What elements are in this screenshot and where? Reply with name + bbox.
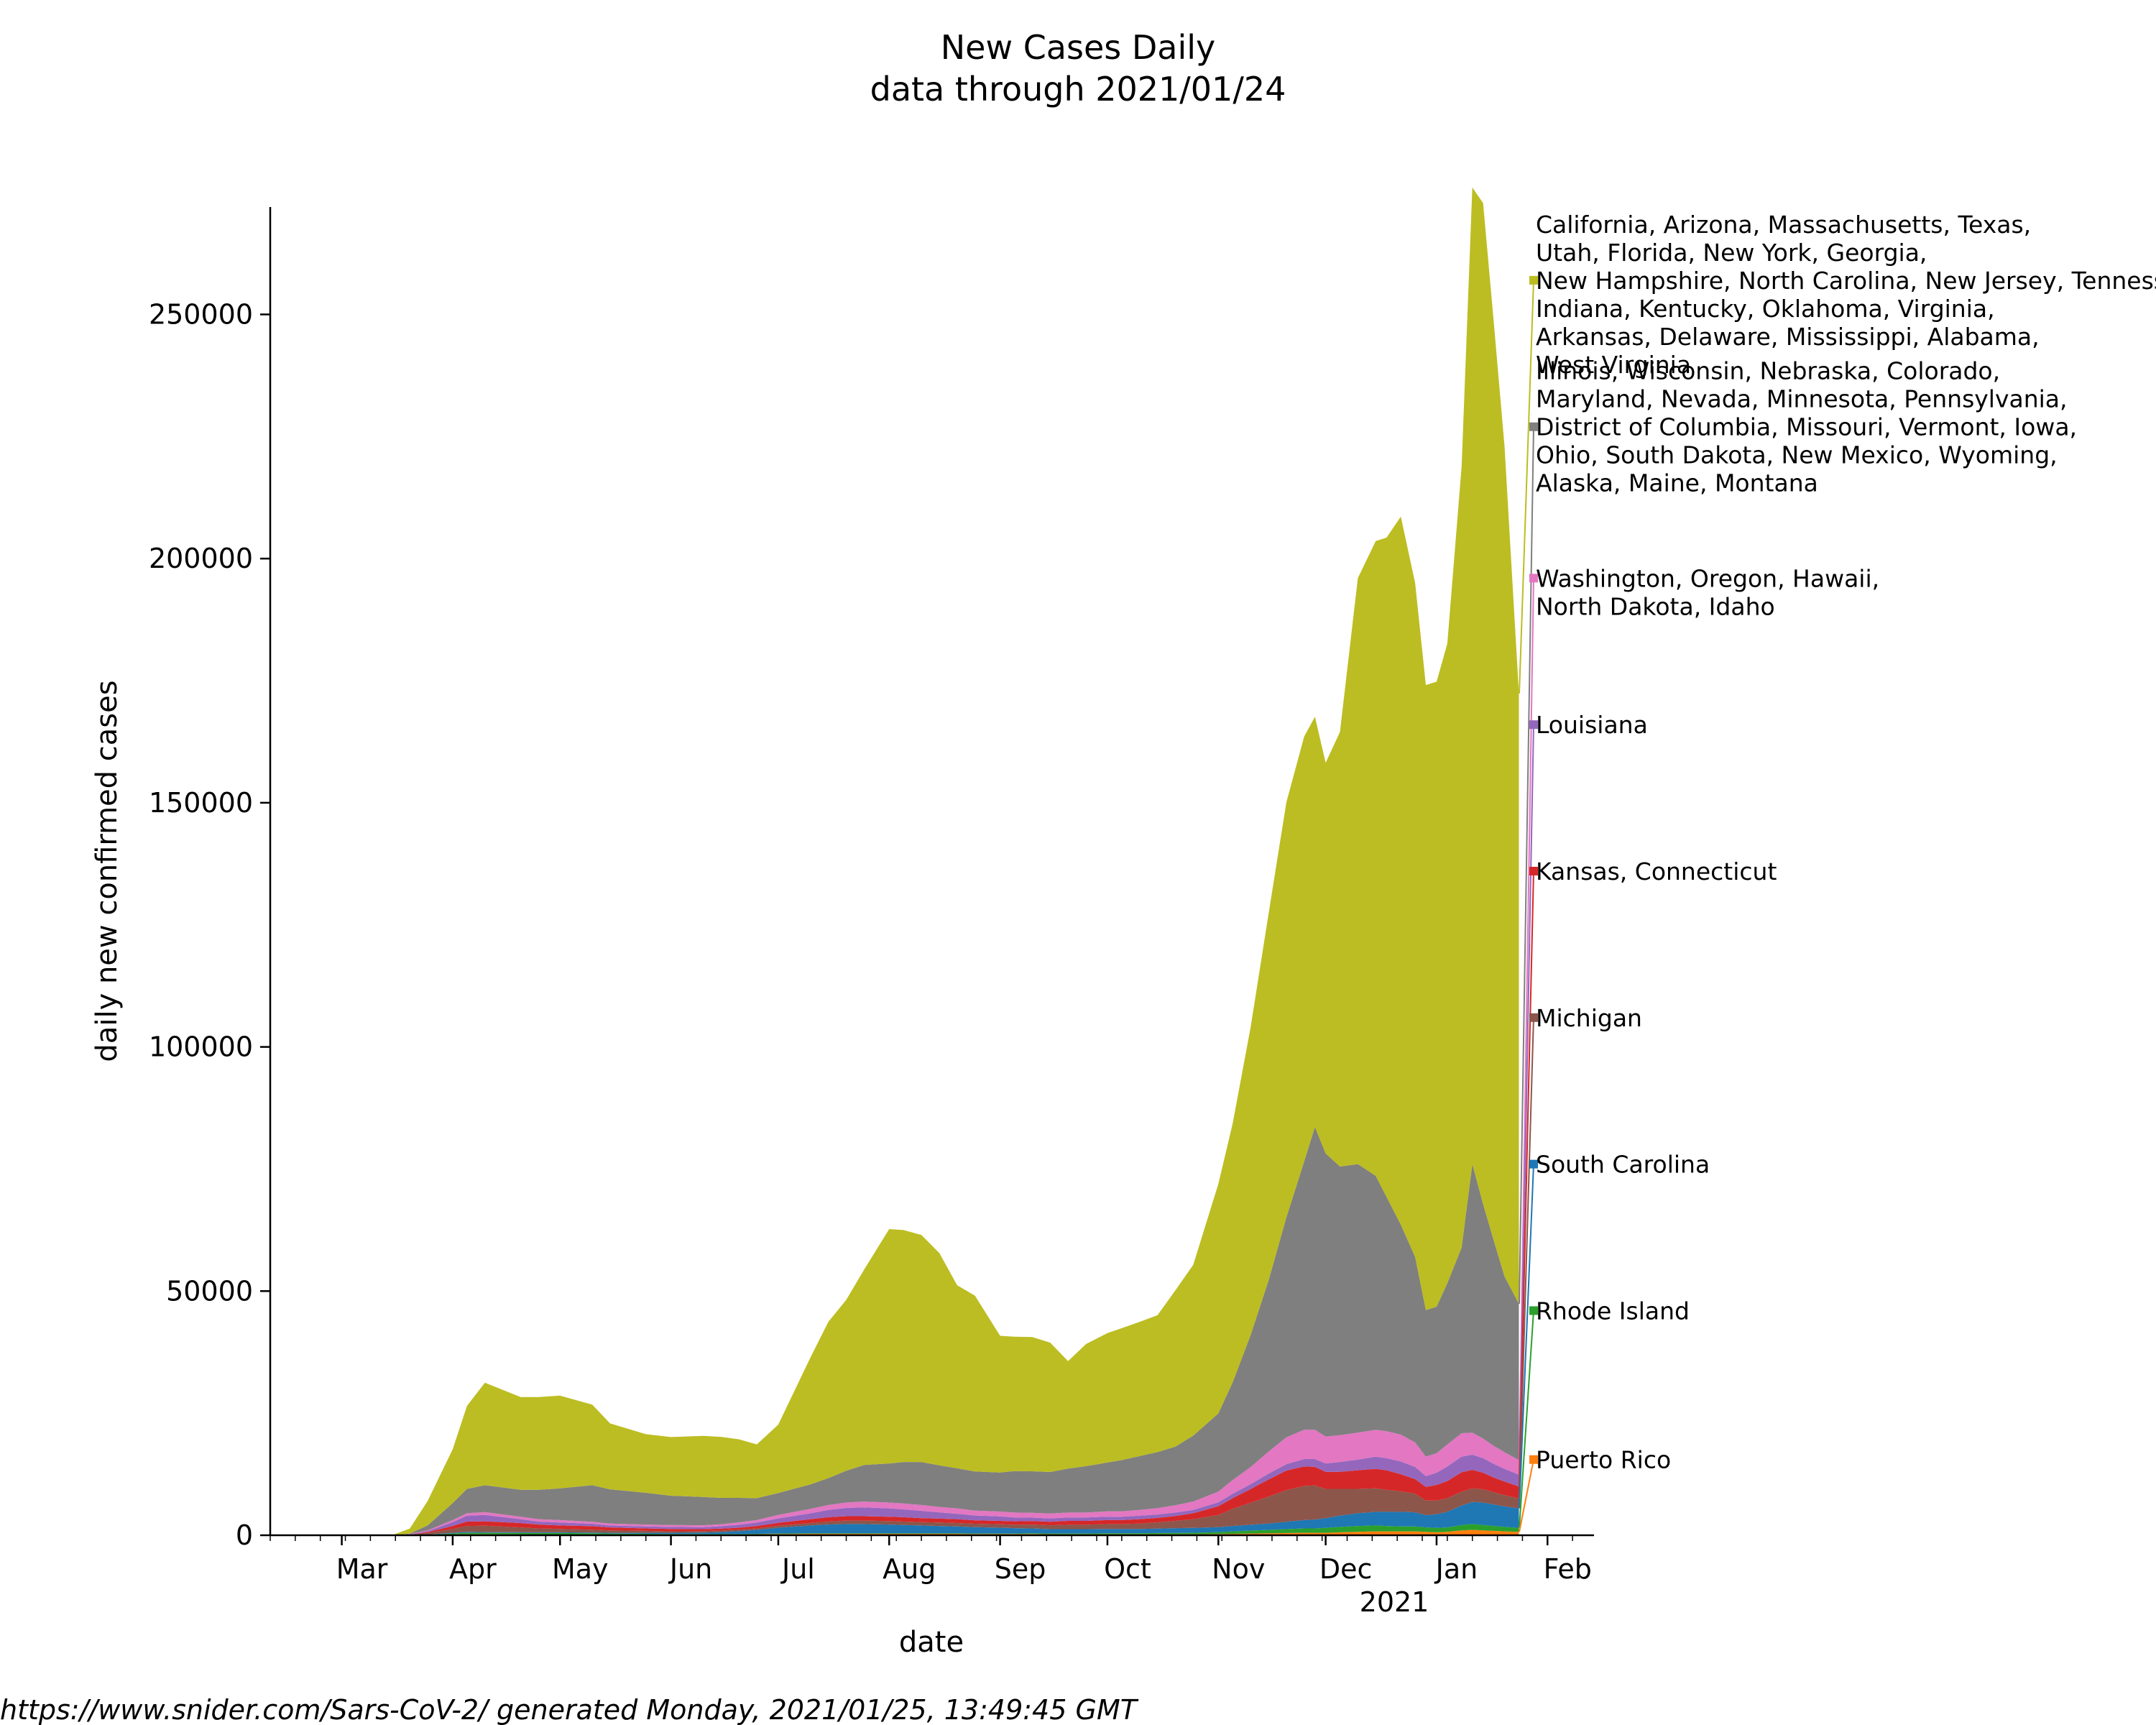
y-tick-label: 50000 [166, 1275, 253, 1307]
chart-subtitle: data through 2021/01/24 [870, 70, 1286, 109]
y-tick-label: 100000 [149, 1031, 253, 1063]
area-california-arizona-massachusetts-texas-u [341, 187, 1519, 1535]
chart-title: New Cases Daily [941, 28, 1216, 67]
legend: California, Arizona, Massachusetts, Texa… [1529, 211, 2156, 1474]
x-tick-label: Aug [883, 1553, 936, 1585]
x-tick-label: Jun [668, 1553, 712, 1585]
legend-connector [1519, 1310, 1534, 1528]
legend-label: Kansas, Connecticut [1536, 857, 1777, 886]
x-tick-label: Mar [336, 1553, 388, 1585]
footer-source: https://www.snider.com/Sars-CoV-2/ gener… [0, 1694, 1139, 1725]
legend-marker [1529, 1455, 1538, 1464]
area-michigan [341, 1485, 1519, 1535]
legend-connector [1519, 724, 1534, 1475]
y-axis-ticks: 0 50000 100000 150000 200000 250000 [149, 298, 270, 1551]
area-illinois-wisconsin-nebraska-colorado-mar [341, 1127, 1519, 1535]
legend-connector [1519, 426, 1534, 1304]
legend-label: Maryland, Nevada, Minnesota, Pennsylvani… [1536, 385, 2068, 413]
x-tick-label: Dec [1319, 1553, 1373, 1585]
x-tick-label: Apr [449, 1553, 497, 1585]
legend-connector [1519, 1459, 1534, 1532]
y-tick-label: 200000 [149, 543, 253, 574]
legend-connector [1519, 1017, 1534, 1499]
legend-label: North Dakota, Idaho [1536, 592, 1775, 620]
legend-marker [1529, 1159, 1538, 1169]
legend-label: Puerto Rico [1536, 1446, 1671, 1474]
legend-label: Utah, Florida, New York, Georgia, [1536, 239, 1927, 267]
legend-label: South Carolina [1536, 1151, 1710, 1179]
legend-label: Arkansas, Delaware, Mississippi, Alabama… [1536, 323, 2040, 351]
legend-marker [1529, 574, 1538, 583]
legend-marker [1529, 422, 1538, 431]
legend-connector [1519, 870, 1534, 1487]
y-tick-label: 250000 [149, 298, 253, 330]
x-tick-label: May [552, 1553, 609, 1585]
legend-label: Indiana, Kentucky, Oklahoma, Virginia, [1536, 295, 1995, 323]
x-axis-year-label: 2021 [1360, 1586, 1429, 1618]
y-tick-label: 150000 [149, 787, 253, 819]
x-tick-label: Nov [1212, 1553, 1265, 1585]
x-tick-label: Sep [995, 1553, 1046, 1585]
x-tick-label: Jan [1434, 1553, 1478, 1585]
legend-connector [1519, 280, 1534, 694]
legend-marker [1529, 720, 1538, 730]
legend-marker [1529, 867, 1538, 875]
legend-label: Alaska, Maine, Montana [1536, 469, 1818, 497]
x-tick-label: Feb [1544, 1553, 1592, 1585]
x-axis-label: date [899, 1626, 964, 1659]
y-tick-label: 0 [236, 1519, 253, 1551]
legend-label: District of Columbia, Missouri, Vermont,… [1536, 413, 2077, 441]
area-washington-oregon-hawaii-north-dakota-id [341, 1430, 1519, 1535]
x-tick-label: Oct [1104, 1553, 1151, 1585]
legend-label: West Virginia [1536, 351, 1691, 379]
legend-label: Illinois, Wisconsin, Nebraska, Colorado, [1536, 357, 2000, 385]
legend-label: Washington, Oregon, Hawaii, [1536, 564, 1879, 592]
legend-label: Louisiana [1536, 711, 1648, 739]
legend-marker [1529, 1306, 1538, 1315]
legend-connector [1519, 1164, 1534, 1509]
stacked-area-layers [341, 187, 1519, 1535]
legend-label: Ohio, South Dakota, New Mexico, Wyoming, [1536, 441, 2058, 469]
legend-marker [1529, 1013, 1538, 1022]
x-axis-ticks: Mar Apr May Jun Jul Aug Sep Oct Nov Dec Jan Feb [270, 1535, 1592, 1585]
legend-label: Rhode Island [1536, 1297, 1690, 1325]
x-tick-label: Jul [780, 1553, 815, 1585]
legend-label: New Hampshire, North Carolina, New Jerse… [1536, 267, 2156, 295]
area-kansas-connecticut [341, 1466, 1519, 1535]
legend-marker [1529, 275, 1538, 285]
legend-label: Michigan [1536, 1004, 1642, 1032]
area-south-carolina [341, 1501, 1519, 1535]
y-axis-label: daily new confirmed cases [91, 680, 124, 1062]
area-louisiana [341, 1454, 1519, 1535]
area-rhode-island [341, 1524, 1519, 1535]
legend-connector-lines [1519, 280, 1534, 1532]
legend-label: California, Arizona, Massachusetts, Texa… [1536, 211, 2031, 239]
